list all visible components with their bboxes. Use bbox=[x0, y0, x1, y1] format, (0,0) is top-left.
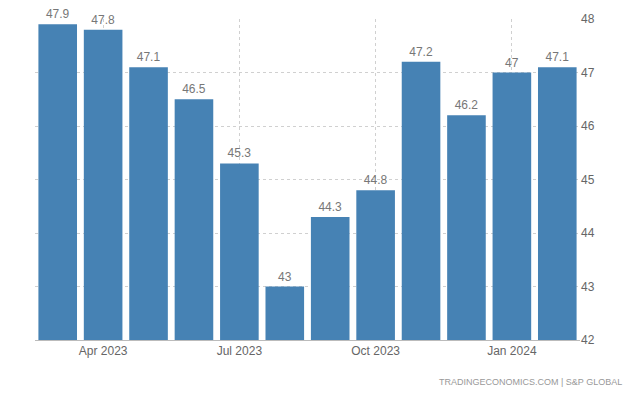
svg-text:TRADINGECONOMICS.COM | S&P GLO: TRADINGECONOMICS.COM | S&P GLOBAL bbox=[439, 377, 622, 387]
svg-text:48: 48 bbox=[581, 12, 595, 26]
svg-text:46.2: 46.2 bbox=[455, 98, 479, 112]
svg-text:45: 45 bbox=[581, 173, 595, 187]
svg-text:42: 42 bbox=[581, 333, 595, 347]
svg-text:Jan 2024: Jan 2024 bbox=[487, 344, 537, 358]
svg-text:45.3: 45.3 bbox=[228, 146, 252, 160]
svg-text:46: 46 bbox=[581, 119, 595, 133]
svg-text:47.1: 47.1 bbox=[137, 50, 161, 64]
svg-text:47.1: 47.1 bbox=[545, 50, 569, 64]
svg-text:44: 44 bbox=[581, 226, 595, 240]
svg-text:47.8: 47.8 bbox=[91, 13, 115, 27]
svg-text:44.3: 44.3 bbox=[318, 200, 342, 214]
svg-text:Oct 2023: Oct 2023 bbox=[351, 344, 400, 358]
svg-text:Apr 2023: Apr 2023 bbox=[79, 344, 128, 358]
svg-text:47: 47 bbox=[581, 66, 595, 80]
svg-text:43: 43 bbox=[581, 280, 595, 294]
svg-text:47.9: 47.9 bbox=[46, 7, 70, 21]
svg-text:47: 47 bbox=[505, 56, 519, 70]
svg-text:47.2: 47.2 bbox=[409, 45, 433, 59]
svg-text:Jul 2023: Jul 2023 bbox=[217, 344, 263, 358]
svg-text:46.5: 46.5 bbox=[182, 82, 206, 96]
svg-text:44.8: 44.8 bbox=[364, 173, 388, 187]
svg-text:43: 43 bbox=[278, 270, 292, 284]
